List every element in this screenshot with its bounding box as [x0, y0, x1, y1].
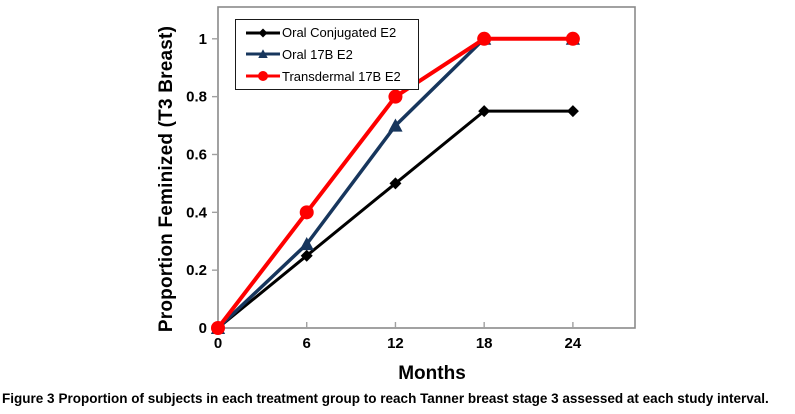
y-axis-title: Proportion Feminized (T3 Breast): [156, 25, 177, 333]
legend: Oral Conjugated E2 Oral 17B E2 Transderm…: [235, 19, 419, 90]
y-tick-label: 0.2: [186, 262, 207, 279]
data-point: [299, 205, 314, 220]
data-point: [566, 105, 579, 118]
legend-label: Transdermal 17B E2: [282, 68, 401, 84]
y-tick-label: 0.4: [186, 204, 208, 221]
x-tick-label: 6: [303, 335, 311, 352]
diamond-marker-icon: [246, 28, 280, 38]
data-point: [211, 321, 225, 335]
data-point: [388, 118, 403, 132]
x-tick-label: 18: [476, 335, 493, 352]
legend-item-oral-17b-e2: Oral 17B E2: [245, 47, 414, 62]
data-point: [389, 177, 402, 190]
data-point: [477, 31, 492, 46]
y-tick-label: 0.8: [186, 89, 207, 106]
y-tick-label: 0.6: [186, 146, 207, 163]
circle-marker-icon: [246, 71, 280, 82]
legend-marker: [258, 71, 268, 82]
legend-marker: [258, 28, 268, 38]
legend-item-transdermal-17b-e2: Transdermal 17B E2: [245, 69, 414, 84]
caption-text: Proportion of subjects in each treatment…: [58, 391, 769, 406]
x-axis-title: Months: [398, 363, 466, 384]
figure-caption: Figure 3 Proportion of subjects in each t…: [2, 391, 792, 406]
data-point: [300, 249, 313, 262]
x-tick-label: 24: [565, 335, 582, 352]
figure-label: Figure 3: [2, 391, 55, 406]
x-tick-label: 12: [387, 335, 404, 352]
data-point: [388, 89, 403, 104]
legend-item-oral-conjugated-e2: Oral Conjugated E2: [245, 25, 414, 40]
x-tick-label: 0: [214, 335, 222, 352]
data-point: [299, 237, 314, 251]
data-point: [565, 31, 580, 46]
legend-label: Oral 17B E2: [282, 46, 353, 62]
data-point: [478, 105, 491, 118]
triangle-marker-icon: [246, 49, 280, 59]
legend-label: Oral Conjugated E2: [282, 25, 397, 41]
y-tick-label: 0: [199, 320, 207, 337]
legend-marker: [258, 49, 268, 59]
y-tick-label: 1: [199, 31, 207, 48]
